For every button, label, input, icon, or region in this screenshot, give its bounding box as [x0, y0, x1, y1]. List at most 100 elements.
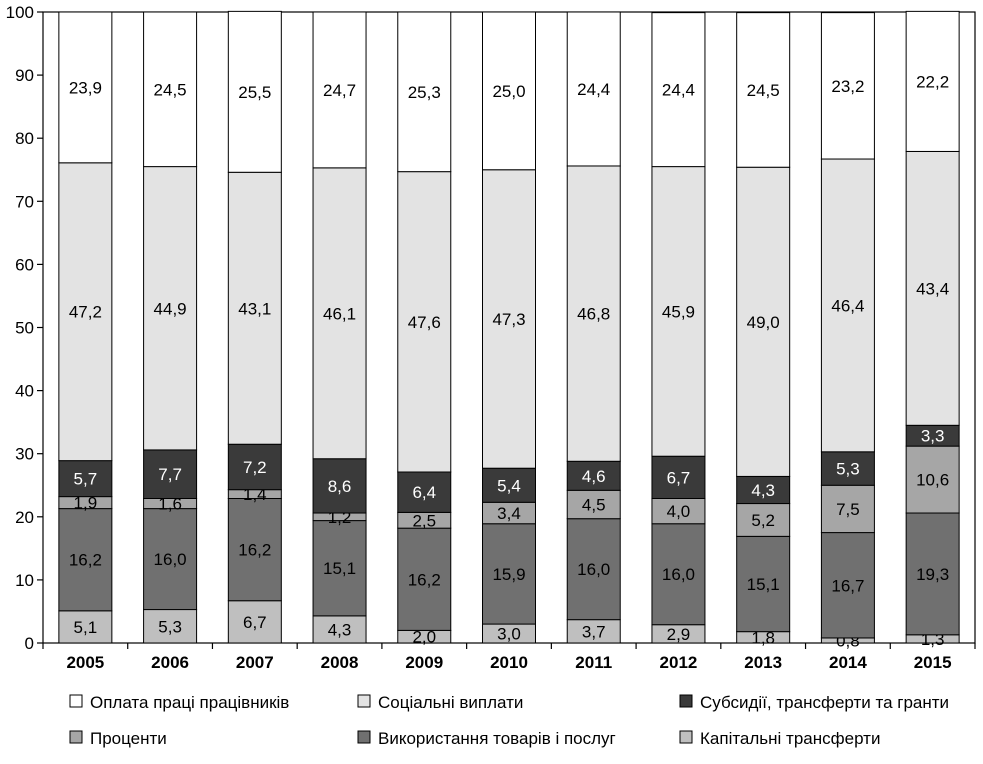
bar-segment	[312, 615, 367, 644]
data-label: 2,5	[412, 511, 436, 530]
bar-segment	[651, 498, 706, 525]
y-tick-label: 100	[6, 3, 34, 22]
data-label: 2,9	[667, 625, 691, 644]
x-tick-label: 2007	[236, 653, 274, 672]
x-tick-label: 2011	[575, 653, 612, 672]
bar-segment	[651, 12, 706, 168]
data-label: 3,4	[497, 504, 521, 523]
legend-swatch	[357, 730, 371, 744]
y-tick-label: 50	[15, 319, 34, 338]
legend-swatch	[357, 694, 371, 708]
data-label: 44,9	[154, 299, 187, 318]
bar-segment	[736, 166, 791, 477]
data-label: 16,2	[238, 541, 271, 560]
data-label: 19,3	[916, 565, 949, 584]
data-label: 16,7	[831, 576, 864, 595]
bar-segment	[227, 10, 282, 173]
legend-swatch	[69, 730, 83, 744]
data-label: 43,1	[238, 299, 271, 318]
bar-segment	[482, 467, 536, 503]
bar-segment	[143, 609, 198, 644]
bar-segment	[397, 471, 452, 513]
bar-segment	[820, 158, 875, 453]
y-tick-label: 30	[15, 445, 34, 464]
data-label: 43,4	[916, 279, 949, 298]
data-label: 7,7	[158, 465, 182, 484]
x-tick-label: 2014	[829, 653, 867, 672]
data-label: 46,4	[831, 296, 864, 315]
bar-segment	[566, 518, 621, 621]
data-label: 1,6	[158, 495, 182, 514]
bar-segment	[905, 445, 960, 514]
data-label: 25,0	[492, 82, 525, 101]
legend-label: Використання товарів і послуг	[378, 729, 616, 748]
bar-segment	[58, 610, 113, 644]
bar-segment	[58, 508, 113, 612]
data-label: 4,6	[582, 467, 606, 486]
legend-label: Оплата праці працівників	[90, 693, 289, 712]
data-label: 5,4	[497, 476, 521, 495]
x-tick-label: 2009	[405, 653, 443, 672]
data-label: 6,4	[412, 483, 436, 502]
x-tick-label: 2010	[490, 653, 528, 672]
bar-segment	[482, 11, 536, 171]
data-label: 4,3	[328, 620, 352, 639]
bar-segment	[736, 503, 791, 537]
data-label: 25,5	[238, 83, 271, 102]
y-tick-label: 0	[25, 634, 34, 653]
bar-segment	[143, 449, 198, 500]
data-label: 24,4	[662, 81, 695, 100]
data-label: 45,9	[662, 302, 695, 321]
x-axis: 2005 2006 2007 2008 2009 2010 2011 2012 2013 2014…	[42, 643, 976, 672]
data-label: 6,7	[243, 613, 267, 632]
data-label: 16,0	[154, 550, 187, 569]
x-tick-label: 2015	[914, 653, 952, 672]
legend-label: Субсидії, трансферти та гранти	[700, 693, 949, 712]
y-tick-label: 40	[15, 382, 34, 401]
bar-segment	[58, 162, 113, 462]
data-label: 23,2	[831, 77, 864, 96]
legend-item: Оплата праці працівників	[69, 693, 289, 712]
bar-segment	[143, 166, 198, 451]
data-label: 24,5	[154, 80, 187, 99]
data-label: 7,5	[836, 500, 860, 519]
data-label: 4,5	[582, 495, 606, 514]
bar-segment	[143, 11, 198, 168]
bar-segment	[905, 150, 960, 426]
data-label: 1,9	[74, 494, 98, 513]
data-label: 47,3	[492, 310, 525, 329]
data-label: 7,2	[243, 458, 267, 477]
data-label: 5,2	[751, 511, 775, 530]
x-tick-label: 2005	[66, 653, 104, 672]
data-label: 2,0	[412, 628, 436, 647]
data-label: 47,6	[408, 313, 441, 332]
data-label: 16,2	[408, 570, 441, 589]
data-label: 5,1	[74, 618, 98, 637]
bar-segment	[227, 498, 282, 602]
legend-item: Проценти	[69, 729, 167, 748]
bar-segment	[312, 167, 367, 460]
data-label: 22,2	[916, 72, 949, 91]
bar-segment	[566, 489, 621, 520]
bar-segment	[58, 11, 113, 164]
data-label: 10,6	[916, 471, 949, 490]
bar-segment	[227, 600, 282, 644]
data-label: 23,9	[69, 78, 102, 97]
legend-item: Субсидії, трансферти та гранти	[679, 693, 949, 712]
bar-segment	[820, 12, 875, 160]
x-tick-label: 2006	[151, 653, 189, 672]
data-label: 24,4	[577, 80, 610, 99]
data-label: 16,2	[69, 551, 102, 570]
data-label: 15,9	[492, 565, 525, 584]
y-tick-label: 60	[15, 255, 34, 274]
data-label: 46,8	[577, 305, 610, 324]
bar-segment	[58, 460, 113, 498]
legend-item: Капітальні трансферти	[679, 729, 880, 748]
bar-segment	[820, 484, 875, 534]
data-label: 5,3	[158, 617, 182, 636]
bar-segment	[143, 508, 198, 611]
legend-label: Проценти	[90, 729, 167, 748]
legend-item: Використання товарів і послуг	[357, 729, 616, 748]
legend-label: Соціальні виплати	[378, 693, 523, 712]
